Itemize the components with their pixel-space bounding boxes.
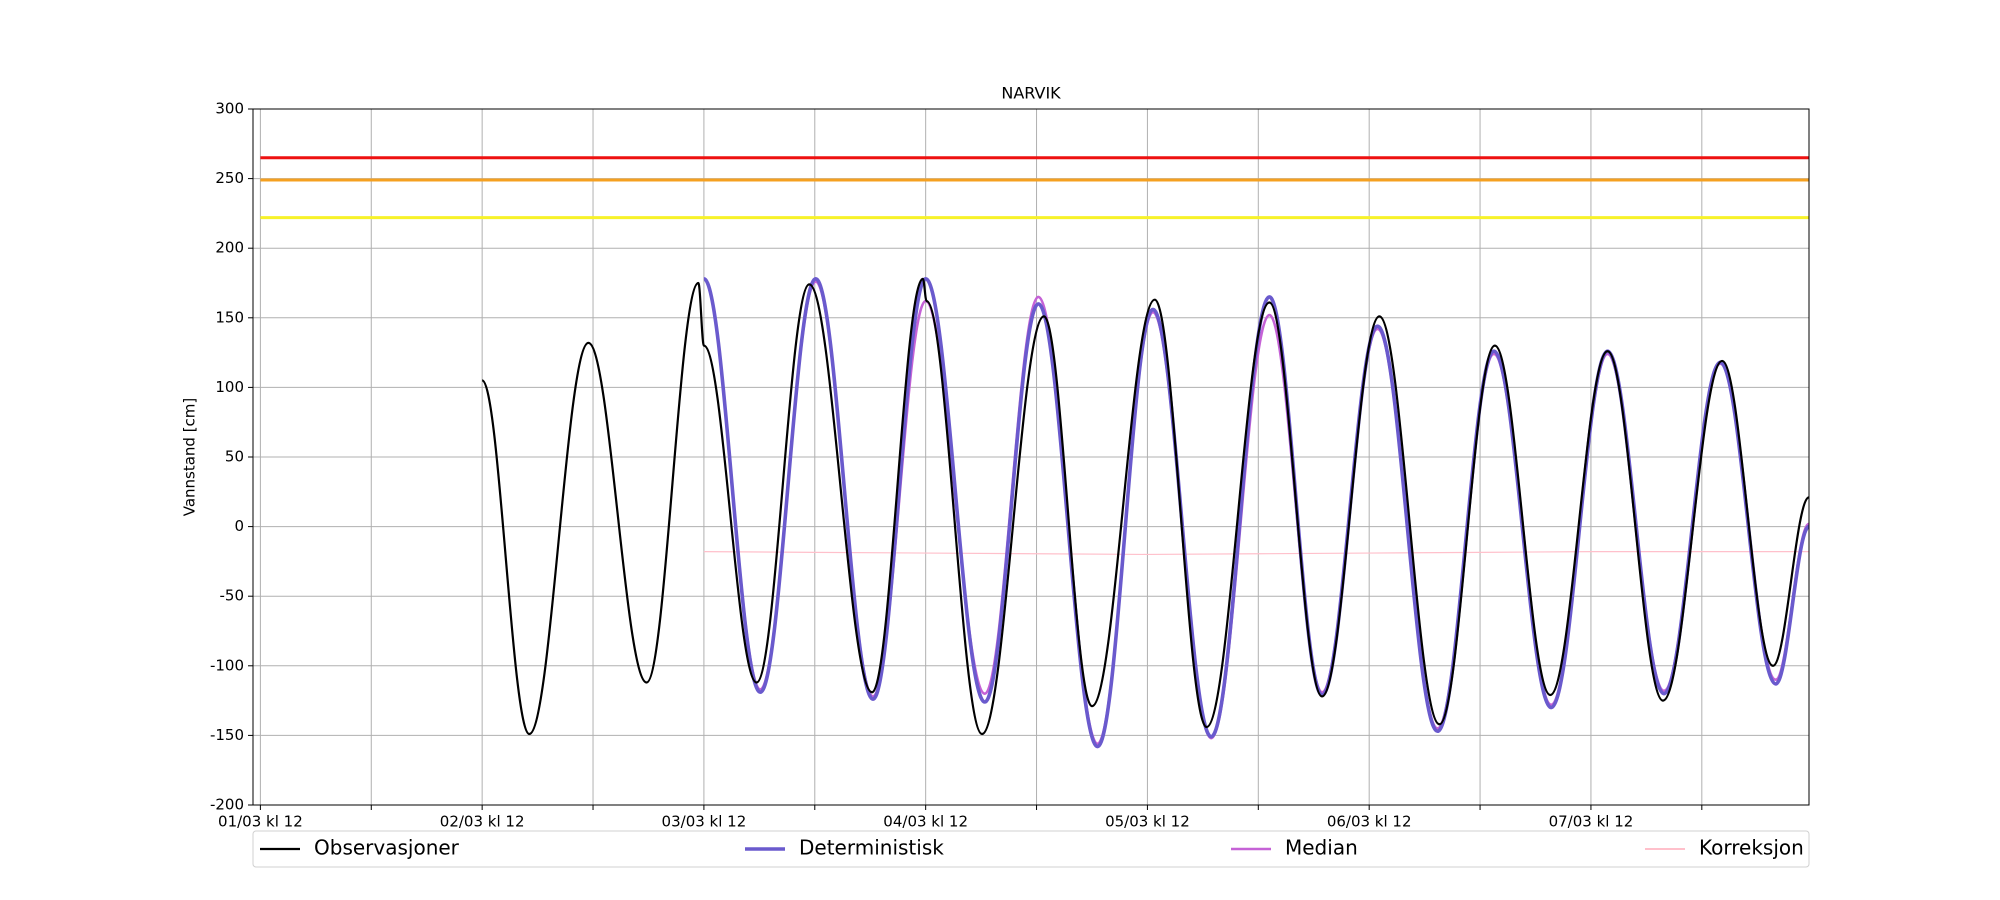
y-tick-label: 100 xyxy=(215,378,244,396)
y-axis-label: Vannstand [cm] xyxy=(181,398,199,517)
series-line xyxy=(481,277,1811,736)
y-tick-label: -150 xyxy=(210,726,244,744)
x-tick-label: 06/03 kl 12 xyxy=(1327,813,1412,831)
x-tick-label: 03/03 kl 12 xyxy=(662,813,747,831)
x-tick-label: 07/03 kl 12 xyxy=(1549,813,1634,831)
series-line xyxy=(703,551,1809,556)
legend-label: Korreksjon xyxy=(1699,836,1804,860)
legend-label: Deterministisk xyxy=(799,836,944,860)
legend-box xyxy=(252,830,1810,868)
y-tick-label: -200 xyxy=(210,796,244,814)
x-tick-label: 04/03 kl 12 xyxy=(883,813,968,831)
x-tick-label: 01/03 kl 12 xyxy=(218,813,303,831)
legend-label: Observasjoner xyxy=(314,836,460,860)
y-tick-label: -100 xyxy=(210,656,244,674)
plot-frame xyxy=(252,108,1810,806)
x-tick-label: 02/03 kl 12 xyxy=(440,813,525,831)
y-tick-label: 50 xyxy=(225,448,244,466)
chart-title: NARVIK xyxy=(1001,84,1061,103)
y-tick-label: -50 xyxy=(220,587,245,605)
y-tick-label: 300 xyxy=(215,100,244,118)
y-tick-label: 0 xyxy=(234,517,244,535)
y-tick-label: 150 xyxy=(215,308,244,326)
y-tick-label: 250 xyxy=(215,169,244,187)
y-tick-label: 200 xyxy=(215,239,244,257)
x-tick-label: 05/03 kl 12 xyxy=(1105,813,1190,831)
legend-label: Median xyxy=(1285,836,1358,860)
